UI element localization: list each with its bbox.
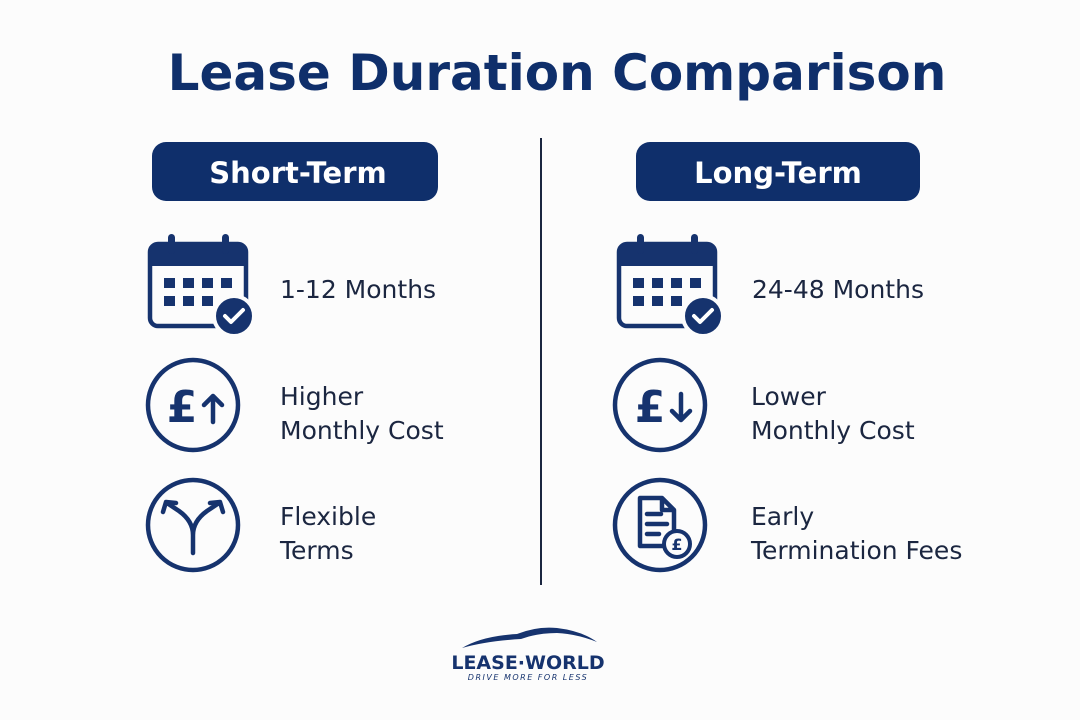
svg-text:£: £ — [671, 535, 682, 554]
calendar-icon — [619, 234, 723, 336]
pound-down-icon: £ — [612, 357, 708, 453]
calendar-icon — [150, 234, 254, 336]
item-text: 24-48 Months — [752, 275, 924, 304]
logo: LEASE·WORLD DRIVE MORE FOR LESS — [451, 627, 605, 682]
pill — [636, 142, 920, 201]
document-icon: £ — [612, 477, 708, 573]
svg-text:£: £ — [635, 382, 666, 433]
logo-name: LEASE·WORLD — [451, 652, 604, 674]
title: Lease Duration Comparison — [168, 44, 947, 102]
item-text: Higher — [280, 382, 364, 411]
pill — [152, 142, 438, 201]
item-text: Monthly Cost — [280, 416, 444, 445]
item-text: Terms — [279, 536, 354, 565]
pound-up-icon: £ — [145, 357, 241, 453]
item-text: Lower — [751, 382, 827, 411]
item-text: Termination Fees — [750, 536, 962, 565]
column-heading: Long-Term — [694, 156, 862, 190]
column-heading: Short-Term — [209, 156, 387, 190]
item-text: Early — [751, 502, 814, 531]
branch-icon — [145, 477, 241, 573]
svg-text:£: £ — [167, 382, 198, 433]
item-text: 1-12 Months — [280, 275, 436, 304]
item-text: Monthly Cost — [751, 416, 915, 445]
item-text: Flexible — [280, 502, 376, 531]
logo-tagline: DRIVE MORE FOR LESS — [468, 673, 588, 682]
